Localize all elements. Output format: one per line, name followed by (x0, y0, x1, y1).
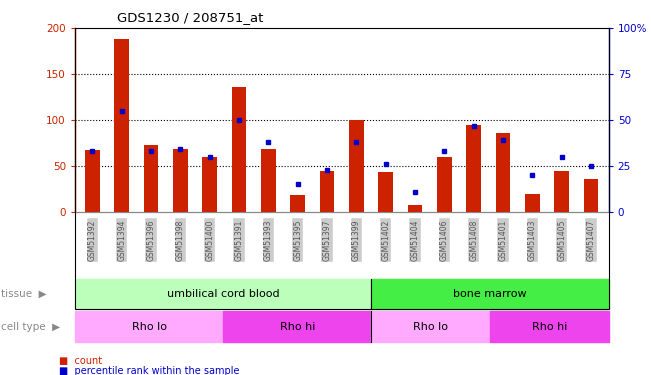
Text: umbilical cord blood: umbilical cord blood (167, 289, 279, 299)
Text: GSM51404: GSM51404 (411, 219, 420, 261)
Bar (408, 204, 422, 212)
Text: GSM51395: GSM51395 (294, 219, 302, 261)
Text: GSM51402: GSM51402 (381, 219, 390, 261)
Text: GSM51407: GSM51407 (587, 219, 596, 261)
Text: GSM51403: GSM51403 (528, 219, 537, 261)
Text: GSM51401: GSM51401 (499, 219, 508, 261)
Text: ■  count: ■ count (59, 356, 102, 366)
Text: GSM51393: GSM51393 (264, 219, 273, 261)
Text: GSM51406: GSM51406 (440, 219, 449, 261)
Text: Rho lo: Rho lo (413, 322, 449, 332)
Text: GSM51391: GSM51391 (234, 219, 243, 261)
Text: bone marrow: bone marrow (453, 289, 527, 299)
Text: ■  percentile rank within the sample: ■ percentile rank within the sample (59, 366, 239, 375)
Bar (85, 150, 100, 212)
Bar (525, 194, 540, 212)
Text: GSM51396: GSM51396 (146, 219, 156, 261)
Bar (320, 171, 335, 212)
Bar (232, 87, 247, 212)
Bar (466, 124, 481, 212)
Bar (437, 157, 452, 212)
Bar (202, 157, 217, 212)
Text: Rho hi: Rho hi (532, 322, 567, 332)
Text: GSM51392: GSM51392 (88, 219, 97, 261)
Text: Rho hi: Rho hi (279, 322, 315, 332)
Text: GSM51405: GSM51405 (557, 219, 566, 261)
Bar (555, 171, 569, 212)
Text: tissue  ▶: tissue ▶ (1, 289, 47, 299)
Bar (144, 145, 158, 212)
Text: GSM51399: GSM51399 (352, 219, 361, 261)
Text: Rho lo: Rho lo (132, 322, 167, 332)
Bar (290, 195, 305, 212)
Text: GDS1230 / 208751_at: GDS1230 / 208751_at (117, 11, 264, 24)
Bar (584, 179, 598, 212)
Text: GSM51400: GSM51400 (205, 219, 214, 261)
Text: GSM51398: GSM51398 (176, 219, 185, 261)
Text: cell type  ▶: cell type ▶ (1, 322, 61, 332)
Text: GSM51397: GSM51397 (323, 219, 331, 261)
Text: GSM51408: GSM51408 (469, 219, 478, 261)
Bar (115, 39, 129, 212)
Bar (496, 133, 510, 212)
Text: GSM51394: GSM51394 (117, 219, 126, 261)
Bar (173, 149, 187, 212)
Bar (349, 120, 364, 212)
Bar (378, 172, 393, 212)
Bar (261, 149, 276, 212)
